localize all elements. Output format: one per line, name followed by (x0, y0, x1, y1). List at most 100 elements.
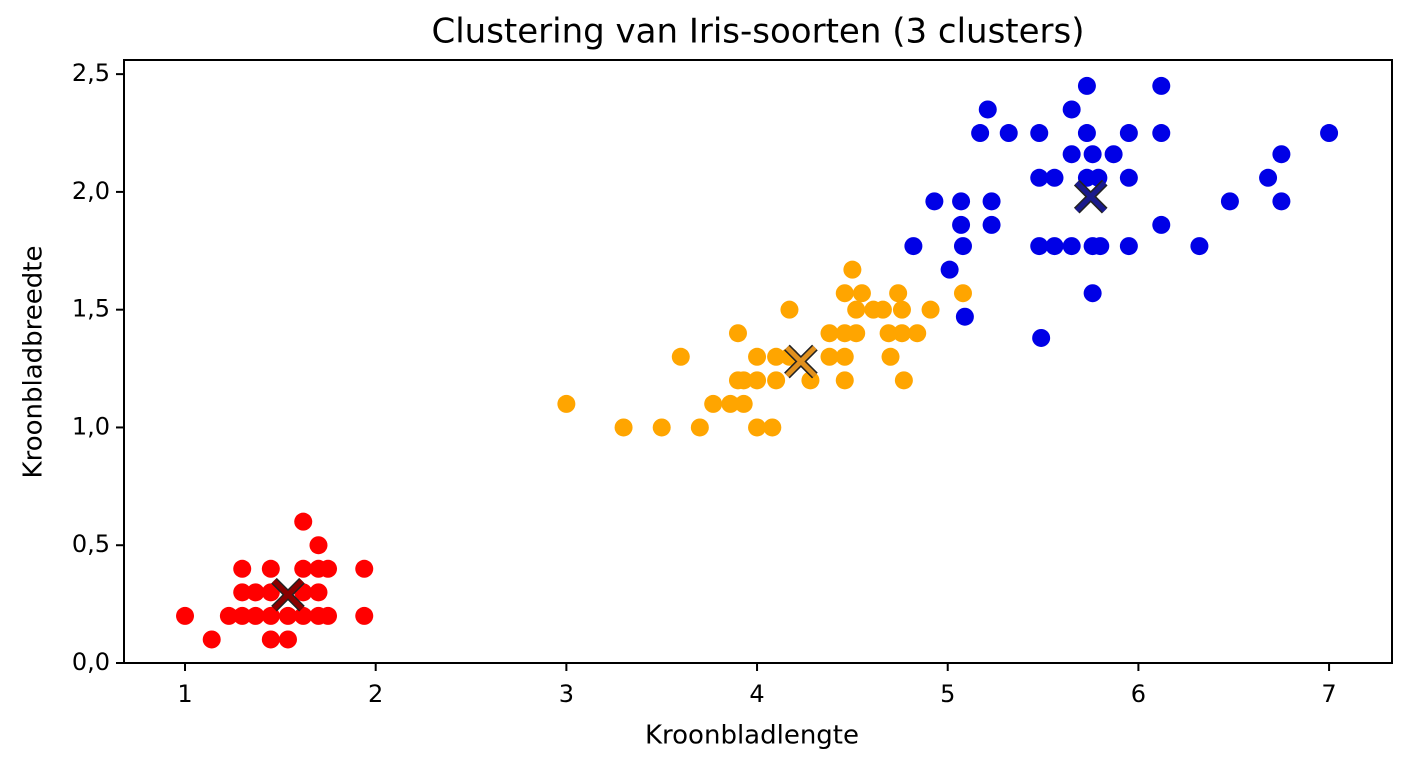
x-tick-label: 6 (1131, 680, 1146, 708)
y-tick-label: 2,0 (72, 177, 110, 205)
point (202, 630, 221, 649)
point (952, 215, 971, 234)
y-tick-label: 0,0 (72, 648, 110, 676)
point (748, 418, 767, 437)
point (748, 371, 767, 390)
point (246, 606, 265, 625)
point (294, 606, 313, 625)
point (843, 260, 862, 279)
point (704, 394, 723, 413)
point (176, 606, 195, 625)
point (261, 630, 280, 649)
point (1091, 237, 1110, 256)
x-tick-label: 7 (1321, 680, 1336, 708)
point (1320, 124, 1339, 143)
point (652, 418, 671, 437)
point (261, 583, 280, 602)
point (953, 237, 972, 256)
point (767, 347, 786, 366)
point (835, 347, 854, 366)
x-tick-label: 5 (940, 680, 955, 708)
point (971, 124, 990, 143)
point (355, 559, 374, 578)
x-tick-label: 1 (177, 680, 192, 708)
point (1152, 215, 1171, 234)
point (319, 606, 338, 625)
point (780, 300, 799, 319)
point (1062, 237, 1081, 256)
point (763, 418, 782, 437)
point (1272, 145, 1291, 164)
point (748, 347, 767, 366)
point (955, 307, 974, 326)
point (1119, 124, 1138, 143)
point (294, 559, 313, 578)
point (940, 260, 959, 279)
point (233, 583, 252, 602)
point (690, 418, 709, 437)
point (278, 606, 297, 625)
point (982, 215, 1001, 234)
point (820, 324, 839, 343)
point (233, 606, 252, 625)
point (847, 324, 866, 343)
point (233, 559, 252, 578)
point (999, 124, 1018, 143)
point (978, 100, 997, 119)
point (1062, 145, 1081, 164)
x-tick-label: 4 (749, 680, 764, 708)
point (835, 284, 854, 303)
point (1077, 76, 1096, 95)
point (889, 284, 908, 303)
x-tick-label: 3 (559, 680, 574, 708)
point (847, 300, 866, 319)
point (261, 606, 280, 625)
point (1119, 237, 1138, 256)
point (1272, 192, 1291, 211)
point (1030, 124, 1049, 143)
point (1190, 237, 1209, 256)
point (953, 284, 972, 303)
point (873, 300, 892, 319)
y-tick-label: 0,5 (72, 530, 110, 558)
point (1119, 168, 1138, 187)
point (1259, 168, 1278, 187)
point (801, 371, 820, 390)
chart-title: Clustering van Iris-soorten (3 clusters) (431, 12, 1084, 52)
x-tick-label: 2 (368, 680, 383, 708)
point (1220, 192, 1239, 211)
point (294, 512, 313, 531)
point (278, 630, 297, 649)
centroid (1074, 180, 1107, 213)
point (671, 347, 690, 366)
point (614, 418, 633, 437)
point (261, 559, 280, 578)
point (1030, 168, 1049, 187)
point (309, 583, 328, 602)
point (355, 606, 374, 625)
point (921, 300, 940, 319)
point (557, 394, 576, 413)
point (1032, 328, 1051, 347)
point (734, 371, 753, 390)
point (721, 394, 740, 413)
point (925, 192, 944, 211)
point (892, 324, 911, 343)
point (1083, 145, 1102, 164)
x-axis-label: Kroonbladlengte (645, 721, 859, 751)
point (879, 324, 898, 343)
point (892, 300, 911, 319)
point (734, 394, 753, 413)
point (219, 606, 238, 625)
point (852, 284, 871, 303)
point (908, 324, 927, 343)
centroid (272, 578, 304, 611)
point (904, 237, 923, 256)
point (728, 324, 747, 343)
point (1104, 145, 1123, 164)
point (894, 371, 913, 390)
y-tick-label: 1,0 (72, 412, 110, 440)
point (881, 347, 900, 366)
